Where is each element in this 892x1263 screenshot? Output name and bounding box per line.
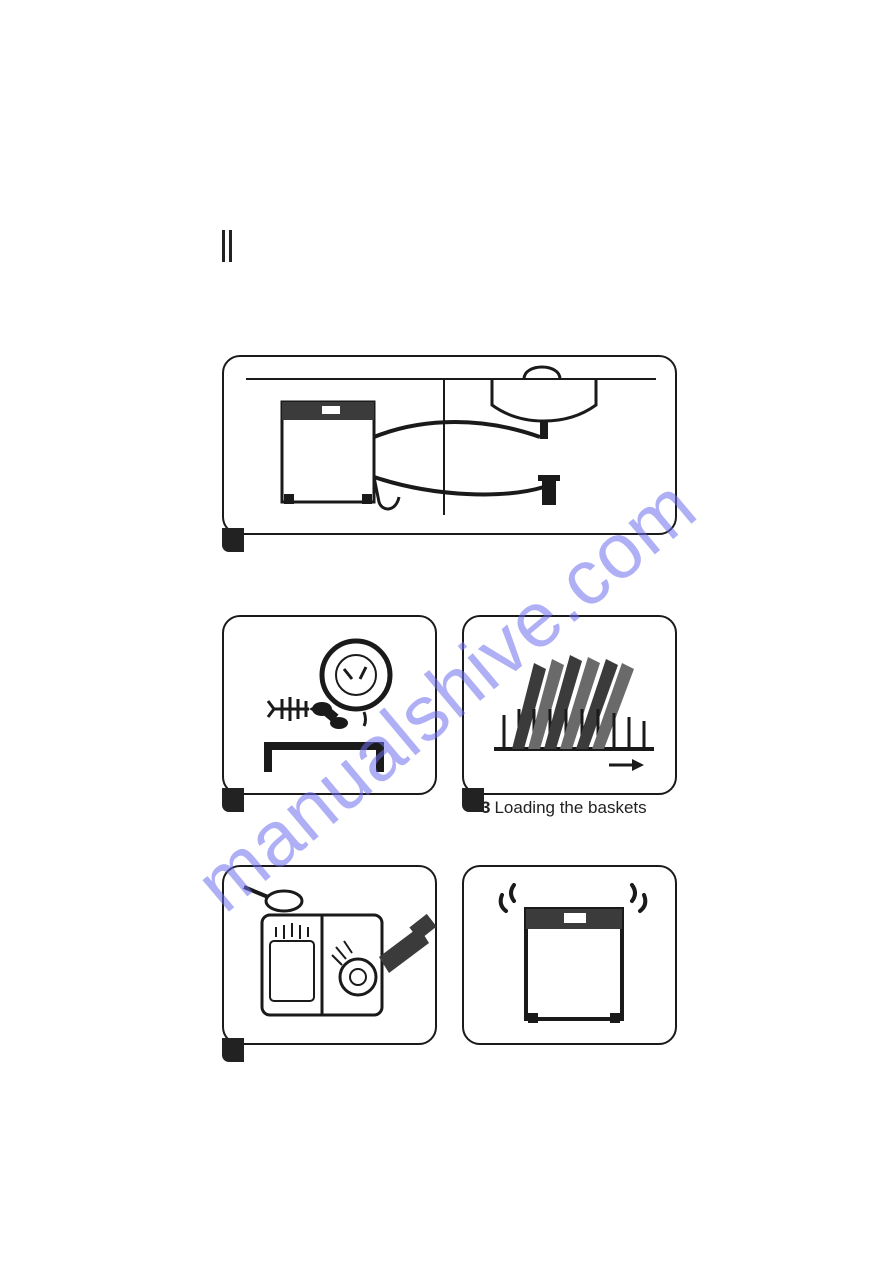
scrape-food-illustration: [224, 617, 439, 797]
panel-tab: [222, 788, 244, 812]
panel-loading-baskets: [462, 615, 677, 795]
panel-fill-detergent: [222, 865, 437, 1045]
caption-loading-baskets: 3Loading the baskets: [481, 798, 647, 818]
panel-tab: [222, 1038, 244, 1062]
panel-scrape-food: [222, 615, 437, 795]
caption-text: Loading the baskets: [494, 798, 646, 817]
panel-installation: [222, 355, 677, 535]
caption-number: 3: [481, 798, 490, 817]
loading-baskets-illustration: [464, 617, 679, 797]
panel-running: [462, 865, 677, 1045]
installation-diagram: [224, 357, 679, 537]
panel-tab: [222, 528, 244, 552]
section-marker: [222, 230, 232, 262]
fill-detergent-illustration: [224, 867, 439, 1047]
running-dishwasher-illustration: [464, 867, 679, 1047]
